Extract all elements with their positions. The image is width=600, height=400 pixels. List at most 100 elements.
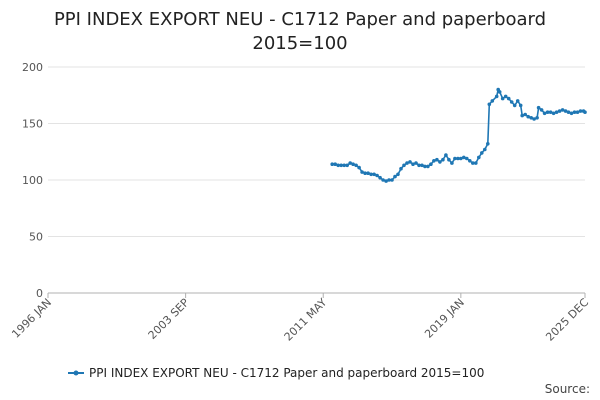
data-point [360, 170, 364, 174]
data-point [578, 109, 583, 113]
data-point [384, 179, 388, 183]
data-point [509, 100, 514, 104]
data-point [423, 164, 427, 169]
data-point [557, 109, 562, 113]
data-point [417, 163, 421, 168]
data-point [560, 108, 565, 112]
data-point [447, 157, 451, 162]
source-label: Source: [544, 382, 590, 396]
data-point [399, 166, 403, 171]
data-point [486, 142, 490, 146]
data-point [523, 112, 527, 117]
data-point [396, 172, 400, 177]
y-tick-label: 100 [22, 174, 43, 187]
data-point [456, 156, 460, 161]
legend-marker-icon [73, 370, 79, 376]
data-point [333, 162, 338, 166]
x-tick-label: 2019 JAN [422, 296, 467, 341]
data-point [480, 151, 484, 155]
data-point [390, 178, 394, 182]
data-point [518, 103, 523, 108]
legend[interactable]: PPI INDEX EXPORT NEU - C1712 Paper and p… [68, 366, 484, 380]
data-point [583, 110, 587, 114]
y-tick-label: 150 [22, 118, 43, 131]
data-point [366, 171, 370, 175]
data-point [348, 161, 353, 165]
data-point [435, 157, 439, 162]
data-point [444, 153, 448, 157]
data-point [345, 163, 350, 168]
data-point [459, 156, 463, 161]
data-point [339, 163, 344, 168]
data-point [411, 162, 415, 166]
data-point [575, 110, 580, 114]
plot-area [330, 87, 587, 183]
data-point [494, 94, 499, 99]
data-point [477, 155, 481, 160]
data-point [387, 178, 391, 182]
data-point [483, 147, 487, 152]
data-point [351, 162, 355, 166]
data-point [500, 96, 505, 101]
data-point [526, 114, 530, 119]
data-point [381, 178, 385, 182]
data-point [372, 172, 376, 177]
data-point [487, 102, 492, 107]
x-tick-label: 2003 SEP [146, 296, 192, 342]
data-point [426, 164, 430, 169]
data-point [566, 110, 571, 114]
chart-title: PPI INDEX EXPORT NEU - C1712 Paper and p… [0, 8, 600, 56]
x-tick-label: 1996 JAN [9, 296, 54, 341]
y-axis: 0 50 100 150 200 [22, 61, 43, 300]
data-point [520, 113, 524, 118]
chart-title-line-2: 2015=100 [252, 33, 348, 54]
data-point [438, 160, 442, 164]
data-point [536, 105, 541, 110]
data-point [532, 117, 536, 121]
data-point [572, 110, 577, 114]
grid-lines [48, 66, 585, 294]
data-point [378, 175, 382, 180]
data-point [539, 108, 544, 112]
x-axis: 1996 JAN 2003 SEP 2011 MAY 2019 JAN 2025 DEC [9, 293, 591, 344]
y-tick-label: 50 [29, 231, 43, 244]
data-point [414, 161, 418, 165]
data-point [468, 159, 472, 163]
y-tick-label: 0 [36, 287, 43, 300]
data-point [420, 163, 424, 168]
data-point [542, 111, 547, 116]
data-point [545, 110, 550, 114]
x-tick-label: 2025 DEC [543, 296, 591, 344]
data-point [453, 156, 457, 161]
data-point [330, 162, 335, 166]
data-point [342, 163, 347, 168]
data-point [393, 174, 397, 179]
data-point [408, 160, 412, 164]
data-point [563, 109, 568, 113]
data-point [535, 116, 539, 120]
data-point [548, 110, 553, 114]
legend-label[interactable]: PPI INDEX EXPORT NEU - C1712 Paper and p… [89, 366, 484, 380]
data-point [490, 99, 495, 103]
data-point [497, 90, 502, 94]
data-point [375, 173, 379, 178]
data-point [569, 111, 574, 116]
data-point [429, 162, 433, 166]
data-point [357, 165, 361, 170]
data-point [512, 103, 517, 108]
data-point [465, 156, 469, 161]
x-tick-label: 2011 MAY [282, 296, 330, 344]
data-point [354, 163, 358, 168]
data-point [551, 111, 556, 116]
data-point [471, 161, 475, 165]
data-point [506, 96, 511, 101]
data-point [515, 99, 520, 103]
series-line [332, 88, 586, 182]
data-point [529, 116, 533, 120]
data-point [462, 155, 466, 160]
data-point [363, 171, 367, 175]
data-point [450, 161, 454, 165]
data-point [441, 157, 445, 162]
y-tick-label: 200 [22, 61, 43, 74]
